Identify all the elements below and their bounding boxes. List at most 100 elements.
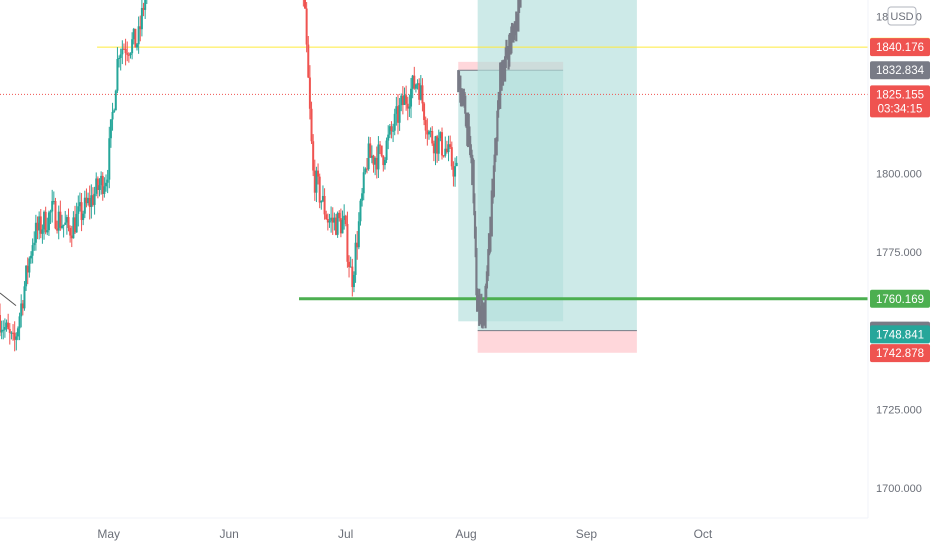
candle-body (51, 201, 54, 212)
candle-body (403, 95, 406, 105)
candle-body (139, 26, 142, 30)
candle-body (49, 211, 52, 213)
price-axis: 1700.0001725.0001750.0001775.0001800.000… (867, 0, 932, 550)
candle-body (354, 242, 357, 275)
price-tag-box[interactable] (870, 38, 930, 57)
candle-body (330, 217, 333, 221)
stop-zone[interactable] (477, 330, 637, 353)
candle-body (392, 130, 395, 132)
price-tag[interactable]: 1748.841 (870, 325, 930, 344)
candle-body (380, 145, 383, 156)
candle-body (445, 148, 448, 153)
candle-body (131, 39, 134, 54)
trend-line-stub[interactable] (0, 292, 17, 306)
candle-body (144, 0, 147, 10)
candle-body (388, 126, 391, 135)
price-tag-box[interactable] (870, 289, 930, 308)
candle-body (64, 222, 67, 225)
position-tool-2[interactable] (477, 0, 637, 353)
candle-body (405, 95, 408, 104)
price-tag[interactable]: 1742.878 (870, 344, 930, 363)
candle-body (0, 315, 1, 333)
price-tag[interactable]: 1832.834 (870, 61, 930, 80)
candle-body (304, 0, 307, 9)
price-tag[interactable]: 1825.155 03:34:15 (870, 85, 930, 118)
time-tick-label: Jun (219, 527, 238, 541)
candle-body (395, 106, 398, 114)
candle-body (132, 28, 135, 40)
candle-body (335, 217, 337, 235)
candle-body (325, 214, 328, 220)
candle-body (375, 158, 378, 170)
time-tick-label: Aug (455, 527, 476, 541)
candle-body (93, 193, 96, 205)
time-tick-label: Sep (576, 527, 598, 541)
candle-body (118, 57, 121, 59)
candle-body (26, 265, 29, 273)
candle-body (142, 7, 145, 10)
candle-body (87, 197, 90, 204)
price-tag-box[interactable] (870, 344, 930, 363)
candle-body (447, 144, 450, 153)
price-tag-label: 1748.841 (876, 329, 924, 341)
price-tag[interactable]: 1840.176 (870, 38, 930, 57)
candle-body (336, 212, 339, 235)
time-tick-label: May (97, 527, 120, 541)
candle-body (38, 216, 41, 231)
candle-body (423, 103, 426, 121)
candle-body (450, 147, 453, 167)
candle-body (57, 211, 60, 231)
candle-body (333, 217, 336, 223)
candle-body (421, 85, 424, 104)
candle-body (416, 83, 419, 85)
price-tag-label: 1840.176 (876, 42, 924, 54)
candle-body (393, 113, 396, 131)
candle-body (15, 336, 18, 340)
candle-body (23, 286, 26, 309)
candle-body (12, 332, 15, 334)
candle-body (52, 201, 55, 203)
candle-body (357, 221, 360, 248)
candle-body (398, 105, 401, 123)
currency-badge-box[interactable] (887, 6, 917, 26)
price-tick-label: 1725.000 (876, 404, 922, 416)
candle-body (122, 48, 125, 50)
candle-body (47, 212, 50, 231)
price-tag[interactable]: 1760.169 (870, 289, 930, 308)
price-tag-box[interactable] (870, 325, 930, 344)
candle-body (56, 228, 59, 231)
candle-body (121, 48, 124, 55)
candle-body (46, 230, 49, 233)
candle-body (0, 329, 3, 333)
candle-body (31, 245, 34, 256)
candle-body (419, 85, 422, 100)
candle-body (364, 168, 367, 173)
price-tag-label: 1760.169 (876, 294, 924, 306)
candle-body (41, 229, 44, 234)
candle-body (359, 200, 362, 222)
candle-body (341, 219, 344, 234)
candle-body (29, 255, 32, 259)
price-tag-box[interactable] (870, 61, 930, 80)
candle-body (95, 178, 98, 194)
candle-body (313, 170, 316, 193)
price-tick-label: 1800.000 (876, 169, 922, 181)
candle-body (426, 130, 429, 135)
candle-body (383, 159, 386, 166)
price-tag-box[interactable] (870, 85, 930, 118)
candle-body (361, 193, 364, 201)
candle-body (344, 215, 347, 224)
currency-badge[interactable]: USD (887, 6, 917, 26)
candle-body (390, 126, 393, 131)
candle-body (69, 227, 72, 236)
candle-body (343, 215, 346, 220)
candle-body (444, 148, 447, 156)
profit-zone[interactable] (477, 0, 637, 331)
candle-body (98, 185, 101, 190)
candle-body (356, 242, 359, 248)
candle-body (442, 155, 445, 157)
candle-body (441, 132, 444, 156)
candle-body (382, 155, 385, 166)
